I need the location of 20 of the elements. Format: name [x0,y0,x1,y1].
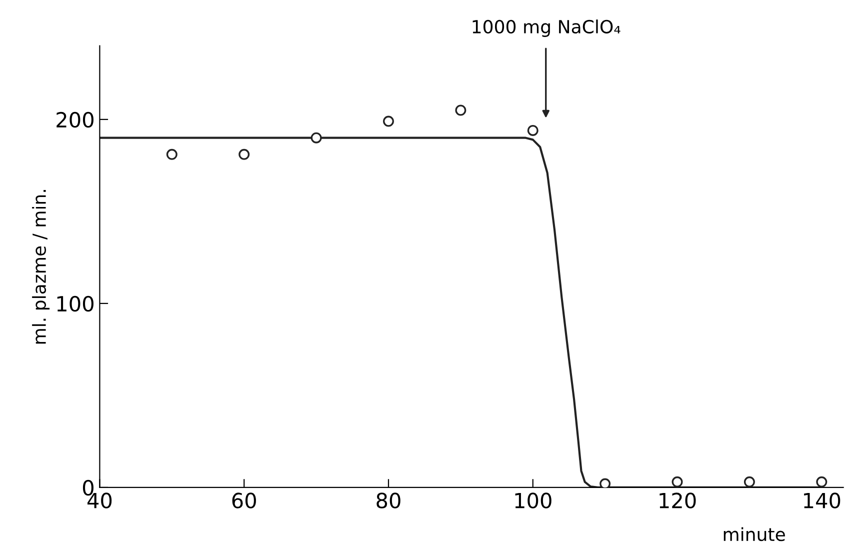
point [382,116,394,127]
point [238,148,250,160]
point [310,132,322,144]
point [527,124,538,136]
point [744,476,755,488]
point [816,476,828,488]
x-tick-label: 100 [515,492,552,508]
x-tick-label: 60 [232,492,256,508]
point [166,148,178,160]
text: 1000 mg NaClO₄ [472,20,620,38]
point [672,476,683,488]
y-tick-label: 200 [56,112,94,128]
point [455,104,466,116]
x-tick-label: 140 [804,492,840,508]
x-tick-label: 80 [376,492,400,508]
point [600,478,611,488]
y-tick-label: 100 [57,296,94,312]
x-axis-title: minute [724,527,785,542]
x-tick-label: 120 [660,492,696,508]
y-axis-title: ml. plazme / min. [32,190,50,344]
